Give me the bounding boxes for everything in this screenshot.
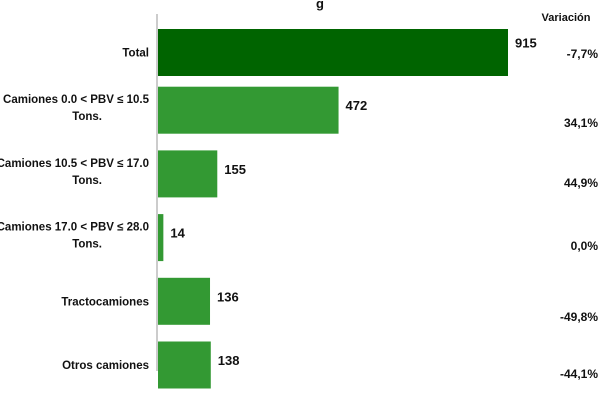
bar-3	[158, 214, 164, 262]
bar-0	[158, 29, 508, 76]
value-label-2: 155	[224, 162, 246, 177]
category-label-0: Total	[122, 48, 149, 60]
value-label-3: 14	[170, 226, 185, 241]
value-label-4: 136	[217, 289, 239, 304]
category-label-1: Camiones 0.0 < PBV ≤ 10.5 Tons.	[3, 94, 150, 123]
variation-label-4: -49,8%	[560, 310, 598, 324]
variation-label-3: 0,0%	[571, 239, 599, 253]
bar-5	[158, 341, 211, 389]
variation-label-1: 34,1%	[564, 116, 598, 130]
variation-label-0: -7,7%	[567, 47, 599, 61]
bar-2	[158, 150, 218, 198]
chart-title: g	[316, 0, 324, 11]
variation-header: Variación	[542, 12, 591, 24]
value-label-0: 915	[515, 36, 537, 51]
variation-label-5: -44,1%	[560, 367, 598, 381]
value-label-5: 138	[218, 353, 240, 368]
bar-4	[158, 277, 211, 325]
category-label-2: Camiones 10.5 < PBV ≤ 17.0 Tons.	[0, 158, 149, 187]
variation-label-2: 44,9%	[564, 176, 598, 190]
category-label-4: Tractocamiones	[61, 296, 149, 308]
category-label-3: Camiones 17.0 < PBV ≤ 28.0 Tons.	[0, 222, 149, 251]
bars-layer: Total 915 -7,7% Camiones 0.0 < PBV ≤ 10.5 To…	[0, 29, 598, 389]
bar-1	[158, 86, 339, 134]
value-label-1: 472	[346, 98, 368, 113]
category-label-5: Otros camiones	[62, 360, 149, 372]
